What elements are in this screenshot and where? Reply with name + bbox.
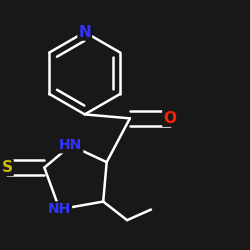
Text: N: N [78,24,91,40]
Text: O: O [163,111,176,126]
Text: HN: HN [59,138,82,152]
Text: S: S [2,160,13,175]
Text: NH: NH [48,202,71,216]
